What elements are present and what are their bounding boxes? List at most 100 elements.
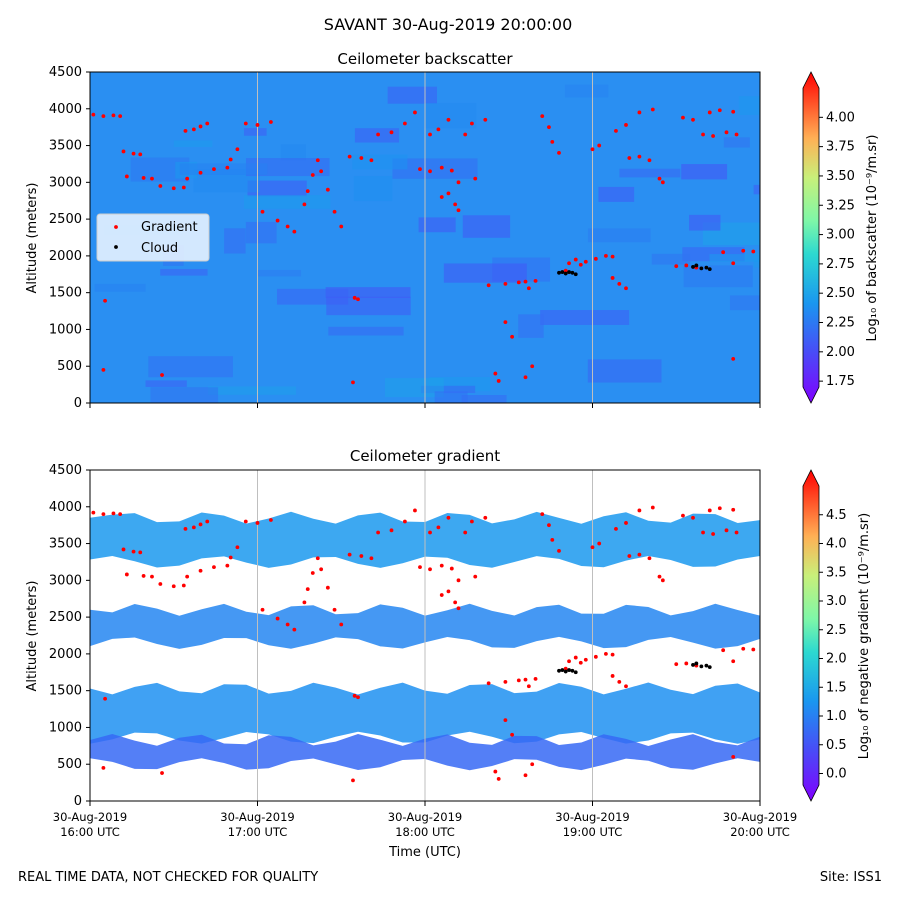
x-tick-time-label: 16:00 UTC	[60, 825, 120, 839]
gradient-ylabel: Altitude (meters)	[25, 581, 40, 692]
colorbar-tick-label: 1.0	[826, 709, 847, 724]
gradient-point	[516, 678, 521, 683]
gradient-point	[325, 585, 330, 590]
gradient-point	[624, 286, 628, 291]
gradient-point	[567, 261, 571, 266]
gradient-point	[449, 566, 454, 571]
gradient-point	[731, 109, 736, 114]
x-tick-date-label: 30-Aug-2019	[723, 810, 797, 824]
gradient-point	[724, 130, 729, 135]
gradient-point	[183, 526, 188, 531]
gradient-point	[610, 652, 615, 657]
gradient-point	[111, 511, 116, 516]
gradient-point	[351, 380, 355, 385]
gradient-point	[701, 132, 705, 137]
colorbar-tick-label: 0.5	[826, 738, 847, 753]
gradient-point	[413, 110, 417, 115]
y-tick-label: 1000	[49, 720, 82, 735]
gradient-point	[617, 679, 622, 684]
colorbar-tick-label: 0.0	[826, 767, 847, 782]
cloud-point	[557, 270, 561, 275]
gradient-markers	[91, 505, 756, 783]
gradient-point	[701, 530, 705, 535]
gradient-point	[436, 525, 441, 530]
gradient-point	[260, 209, 265, 214]
gradient-point	[351, 778, 355, 783]
gradient-point	[121, 149, 126, 154]
gradient-colorbar: 0.0 0.5 1.0 1.5 2.0 2.5 3.0 3.5 4.0 4.5 Log₁₀ of …	[802, 469, 872, 802]
gradient-point	[111, 113, 116, 118]
gradient-point	[439, 563, 444, 568]
gradient-point	[456, 578, 461, 583]
cloud-point	[557, 668, 561, 673]
backscatter-texture-patch	[738, 96, 760, 116]
gradient-point	[319, 169, 324, 174]
gradient-point	[191, 127, 196, 132]
gradient-point	[158, 582, 163, 586]
gradient-point	[583, 657, 588, 662]
gradient-colorbar-bar	[802, 469, 820, 802]
gradient-point	[359, 156, 364, 160]
colorbar-tick-label: 3.00	[826, 228, 855, 243]
cloud-point	[707, 267, 712, 272]
gradient-point	[741, 646, 746, 651]
y-tick-label: 500	[57, 359, 82, 374]
backscatter-texture-patch	[224, 228, 246, 254]
gradient-point	[486, 283, 491, 288]
gradient-point	[235, 545, 240, 550]
gradient-point	[121, 547, 126, 552]
backscatter-colorbar-label: Log₁₀ of backscatter (10⁻⁹/m.sr)	[865, 135, 880, 342]
gradient-point	[315, 158, 320, 163]
colorbar-tick-label: 3.5	[826, 565, 847, 580]
gradient-point	[563, 666, 568, 671]
gradient-point	[243, 519, 248, 524]
gradient-point	[453, 600, 458, 605]
gradient-point	[428, 132, 432, 137]
gradient-point	[523, 375, 528, 380]
gradient-point	[473, 574, 478, 579]
gradient-point	[617, 281, 622, 286]
gradient-point	[347, 552, 352, 557]
cloud-point	[704, 265, 709, 270]
gradient-point	[731, 754, 736, 759]
gradient-point	[275, 218, 280, 223]
gradient-point	[731, 261, 736, 266]
colorbar-tick-label: 4.5	[826, 508, 847, 523]
backscatter-texture-patch	[619, 168, 681, 178]
gradient-point	[418, 167, 422, 171]
gradient-point	[637, 552, 642, 557]
y-tick-label: 4500	[49, 65, 82, 80]
gradient-point	[493, 371, 498, 376]
gradient-point	[185, 176, 190, 181]
gradient-point	[212, 565, 216, 569]
backscatter-texture-patch	[461, 395, 507, 403]
gradient-point	[557, 151, 561, 155]
colorbar-tick-label: 2.00	[826, 345, 855, 360]
footer-site: Site: ISS1	[819, 870, 882, 885]
gradient-point	[138, 152, 143, 157]
gradient-point	[547, 523, 551, 528]
y-tick-label: 3500	[49, 537, 82, 552]
backscatter-texture-patch	[418, 217, 456, 233]
gradient-point	[198, 568, 203, 573]
gradient-point	[470, 519, 474, 524]
gradient-point	[533, 278, 538, 283]
gradient-point	[389, 528, 394, 533]
gradient-point	[225, 165, 230, 170]
gradient-point	[516, 280, 521, 285]
gradient-point	[731, 507, 736, 512]
backscatter-texture-patch	[179, 163, 268, 175]
gradient-xlabel: Time (UTC)	[388, 845, 461, 860]
gradient-point	[369, 556, 374, 561]
colorbar-tick-label: 3.50	[826, 169, 855, 184]
gradient-point	[573, 655, 578, 660]
gradient-point	[530, 762, 535, 767]
gradient-point	[101, 114, 106, 119]
gradient-point	[637, 508, 642, 513]
figure-suptitle: SAVANT 30-Aug-2019 20:00:00	[324, 15, 573, 34]
gradient-point	[597, 143, 602, 148]
gradient-point	[228, 555, 233, 560]
gradient-point	[428, 567, 432, 572]
gradient-point	[269, 120, 273, 124]
